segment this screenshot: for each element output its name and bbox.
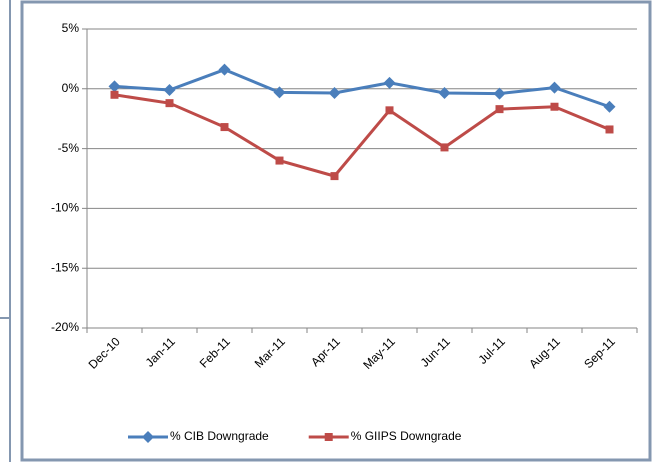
data-point	[275, 156, 284, 165]
data-point	[165, 99, 174, 108]
data-point	[273, 86, 286, 99]
data-point	[108, 80, 121, 93]
series-line	[114, 93, 611, 178]
data-point	[438, 86, 451, 99]
y-tick-label: -15%	[51, 260, 79, 274]
data-point	[605, 125, 614, 134]
data-point	[440, 143, 449, 152]
legend-marker	[324, 433, 333, 441]
data-point	[603, 100, 616, 113]
data-point	[550, 102, 559, 111]
y-tick-label: 0%	[62, 81, 80, 95]
data-point	[493, 87, 506, 100]
y-tick-label: -5%	[58, 141, 80, 155]
data-point	[495, 105, 504, 114]
data-point	[218, 63, 231, 76]
y-tick-label: -10%	[51, 201, 79, 215]
chart-frame	[20, 0, 652, 462]
data-point	[385, 106, 394, 115]
data-point	[383, 76, 396, 89]
y-tick-label: -20%	[51, 320, 79, 334]
y-tick-label: 5%	[62, 21, 80, 35]
series-line	[114, 68, 610, 109]
legend-label: % CIB Downgrade	[170, 429, 269, 443]
data-point	[110, 90, 119, 99]
data-point	[330, 172, 339, 181]
data-point	[328, 86, 341, 99]
data-point	[548, 81, 561, 94]
data-point	[163, 83, 176, 96]
legend-label: % GIIPS Downgrade	[351, 429, 462, 443]
data-point	[220, 123, 229, 132]
legend-marker	[142, 431, 154, 443]
